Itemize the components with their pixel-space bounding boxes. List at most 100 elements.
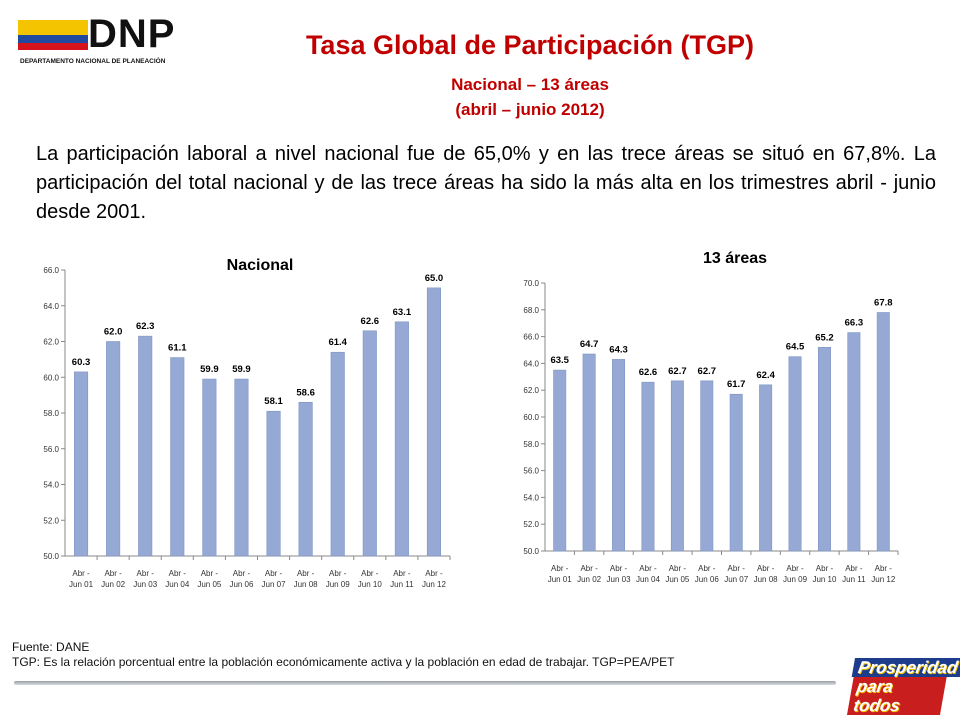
- x-tick-label: Abr -: [297, 569, 315, 578]
- y-tick-label: 54.0: [523, 493, 539, 502]
- x-tick-label: Abr -: [104, 569, 122, 578]
- x-tick-label: Jun 11: [842, 575, 866, 584]
- x-tick-label: Abr -: [137, 569, 155, 578]
- logo-subtitle: DEPARTAMENTO NACIONAL DE PLANEACIÓN: [20, 58, 166, 65]
- bar: [729, 393, 743, 552]
- page-title: Tasa Global de Participación (TGP): [305, 30, 755, 60]
- bar: [847, 332, 861, 552]
- data-label: 62.6: [361, 316, 380, 327]
- bar: [817, 347, 831, 552]
- bar: [426, 287, 441, 557]
- bar: [74, 371, 89, 557]
- bar: [394, 321, 409, 557]
- x-tick-label: Abr -: [329, 569, 347, 578]
- data-label: 61.4: [328, 337, 347, 348]
- x-tick-label: Abr -: [233, 569, 251, 578]
- bar: [362, 330, 377, 557]
- data-label: 62.4: [756, 370, 775, 381]
- x-tick-label: Abr -: [393, 569, 411, 578]
- x-tick-label: Jun 06: [695, 575, 720, 584]
- x-tick-label: Jun 02: [577, 575, 602, 584]
- x-tick-label: Abr -: [169, 569, 187, 578]
- bar: [641, 381, 655, 552]
- chart-nacional: Nacional 50.0 52.0 54.0 56.0 58.0 60.0 62.0 64.0…: [43, 257, 451, 589]
- x-tick-label: Jun 12: [422, 580, 447, 589]
- bar: [234, 378, 249, 557]
- x-tick-label: Jun 12: [871, 575, 896, 584]
- data-label: 62.6: [639, 367, 658, 378]
- data-label: 63.5: [550, 355, 569, 366]
- x-tick-label: Jun 11: [390, 580, 414, 589]
- y-tick-label: 52.0: [43, 516, 59, 525]
- data-label: 62.0: [104, 327, 123, 338]
- data-label: 61.7: [727, 379, 746, 390]
- x-tick-label: Jun 04: [636, 575, 661, 584]
- brand-line-2: para todos: [846, 677, 947, 715]
- y-tick-label: 68.0: [523, 306, 539, 315]
- x-tick-label: Jun 08: [754, 575, 779, 584]
- source-note: Fuente: DANE: [12, 640, 90, 654]
- x-tick-label: Abr -: [265, 569, 283, 578]
- x-tick-label: Abr -: [425, 569, 443, 578]
- bar: [553, 369, 567, 552]
- data-label: 59.9: [200, 364, 219, 375]
- x-tick-label: Abr -: [580, 564, 598, 573]
- x-tick-label: Jun 01: [69, 580, 94, 589]
- x-tick-label: Abr -: [72, 569, 90, 578]
- definition-note: TGP: Es la relación porcentual entre la …: [12, 655, 675, 669]
- data-label: 58.6: [296, 387, 315, 398]
- data-label: 64.3: [609, 344, 628, 355]
- x-tick-label: Jun 04: [165, 580, 190, 589]
- x-tick-label: Abr -: [816, 564, 834, 573]
- chart-title: Nacional: [227, 257, 294, 274]
- data-label: 62.7: [668, 366, 687, 377]
- y-tick-label: 52.0: [523, 520, 539, 529]
- brand-line-1: Prosperidad: [851, 658, 960, 677]
- x-tick-label: Abr -: [845, 564, 863, 573]
- x-tick-label: Abr -: [361, 569, 379, 578]
- bar: [700, 380, 714, 552]
- bar: [612, 359, 626, 552]
- x-tick-label: Abr -: [875, 564, 893, 573]
- y-tick-label: 60.0: [523, 413, 539, 422]
- x-tick-label: Abr -: [757, 564, 775, 573]
- bar: [582, 353, 596, 552]
- data-label: 64.7: [580, 339, 599, 350]
- y-tick-label: 64.0: [43, 302, 59, 311]
- y-tick-label: 62.0: [43, 338, 59, 347]
- x-tick-label: Abr -: [698, 564, 716, 573]
- bar: [670, 380, 684, 552]
- y-tick-label: 64.0: [523, 359, 539, 368]
- data-label: 65.2: [815, 332, 834, 343]
- x-tick-label: Jun 09: [783, 575, 808, 584]
- x-tick-label: Jun 08: [294, 580, 319, 589]
- chart-13-areas: 13 áreas 50.0 52.0 54.0 56.0 58.0 60.0 62.0 64.0…: [523, 250, 899, 584]
- x-tick-label: Abr -: [639, 564, 657, 573]
- x-tick-label: Abr -: [610, 564, 628, 573]
- y-tick-label: 60.0: [43, 373, 59, 382]
- data-label: 58.1: [264, 396, 283, 407]
- x-tick-label: Jun 06: [229, 580, 254, 589]
- y-tick-label: 54.0: [43, 481, 59, 490]
- data-label: 59.9: [232, 364, 251, 375]
- y-tick-label: 56.0: [43, 445, 59, 454]
- page-period: (abril – junio 2012): [455, 100, 605, 119]
- summary-paragraph: La participación laboral a nivel naciona…: [36, 143, 936, 223]
- chart-title: 13 áreas: [703, 250, 767, 267]
- bar: [138, 335, 153, 557]
- x-tick-label: Jun 10: [358, 580, 383, 589]
- logo-name: DNP: [88, 12, 176, 56]
- dnp-logo: DNP DEPARTAMENTO NACIONAL DE PLANEACIÓN: [18, 12, 188, 72]
- x-tick-label: Jun 02: [101, 580, 126, 589]
- bar: [876, 312, 890, 552]
- x-tick-label: Abr -: [669, 564, 687, 573]
- data-label: 66.3: [845, 318, 864, 329]
- bar: [106, 341, 121, 557]
- data-label: 64.5: [786, 342, 805, 353]
- y-tick-label: 58.0: [43, 409, 59, 418]
- x-tick-label: Abr -: [786, 564, 804, 573]
- bar: [788, 356, 802, 552]
- data-label: 63.1: [393, 307, 412, 318]
- data-label: 61.1: [168, 343, 187, 354]
- data-label: 62.7: [698, 366, 717, 377]
